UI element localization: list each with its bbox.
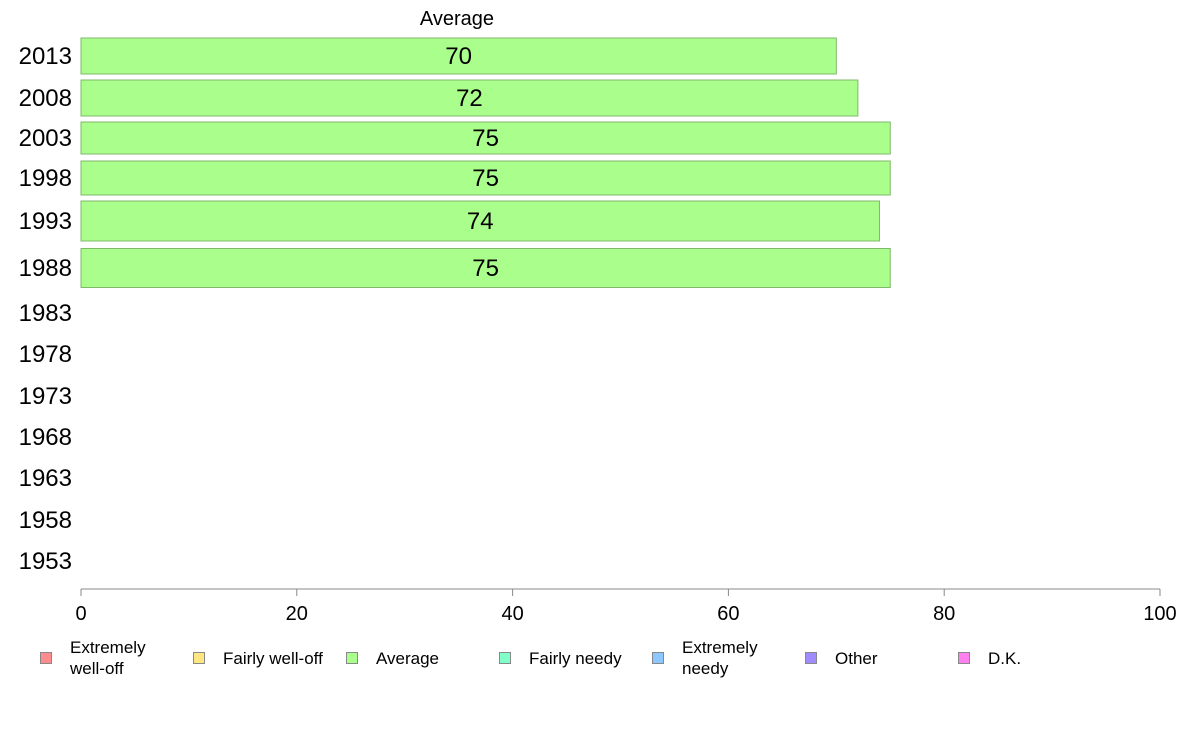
legend-item: Extremely well-off [40, 636, 146, 680]
bar-value-label: 74 [467, 208, 494, 235]
legend-label: Extremely needy [682, 638, 758, 678]
legend: Extremely well-off Fairly well-off Average… [0, 636, 1188, 686]
legend-swatch [193, 652, 205, 664]
legend-item: Fairly well-off [193, 636, 323, 680]
category-label: 1998 [19, 165, 72, 192]
legend-label: Other [835, 648, 878, 668]
x-tick-label: 80 [933, 603, 955, 625]
x-axis: 0 20 40 60 80 100 [75, 588, 1177, 625]
bar-value-label: 75 [472, 165, 499, 192]
category-label: 1978 [19, 341, 72, 368]
bar-value-label: 70 [445, 43, 472, 70]
legend-item: Average [346, 636, 439, 680]
bar-value-label: 72 [456, 85, 483, 112]
legend-label: Fairly well-off [223, 648, 323, 668]
legend-label: Fairly needy [529, 648, 622, 668]
legend-swatch [346, 652, 358, 664]
bar [80, 200, 880, 242]
bars: 70 72 75 75 74 75 [80, 37, 891, 288]
series-title: Average [420, 8, 494, 30]
legend-label: Extremely well-off [70, 638, 146, 678]
category-label: 1958 [19, 507, 72, 534]
legend-swatch [40, 652, 52, 664]
bar [80, 79, 859, 117]
legend-label: D.K. [988, 648, 1022, 668]
category-label: 2003 [19, 125, 72, 152]
legend-swatch [805, 652, 817, 664]
x-tick-label: 20 [286, 603, 308, 625]
category-label: 1993 [19, 208, 72, 235]
legend-label: Average [376, 648, 440, 668]
category-label: 2008 [19, 85, 72, 112]
x-tick-label: 0 [75, 603, 86, 625]
category-label: 1983 [19, 300, 72, 327]
legend-item: D.K. [958, 636, 1021, 680]
x-tick-label: 40 [501, 603, 523, 625]
legend-item: Fairly needy [499, 636, 622, 680]
bar-value-label: 75 [472, 125, 499, 152]
x-tick-label: 60 [717, 603, 739, 625]
category-label: 1963 [19, 465, 72, 492]
x-tick-label: 100 [1143, 603, 1176, 625]
category-label: 1968 [19, 424, 72, 451]
category-label: 1953 [19, 548, 72, 575]
category-label: 1973 [19, 383, 72, 410]
legend-swatch [499, 652, 511, 664]
bar-chart: Average 2013 2008 2003 1998 1993 1988 1983 1978… [19, 8, 1177, 625]
bar [80, 248, 891, 288]
bar [80, 37, 837, 75]
bar [80, 121, 891, 155]
category-label: 2013 [19, 43, 72, 70]
legend-item: Other [805, 636, 878, 680]
legend-swatch [958, 652, 970, 664]
category-labels: 2013 2008 2003 1998 1993 1988 1983 1978 1973 1968… [19, 43, 72, 575]
legend-item: Extremely needy [652, 636, 758, 680]
bar-value-label: 75 [472, 255, 499, 282]
legend-swatch [652, 652, 664, 664]
bar [80, 160, 891, 196]
category-label: 1988 [19, 255, 72, 282]
